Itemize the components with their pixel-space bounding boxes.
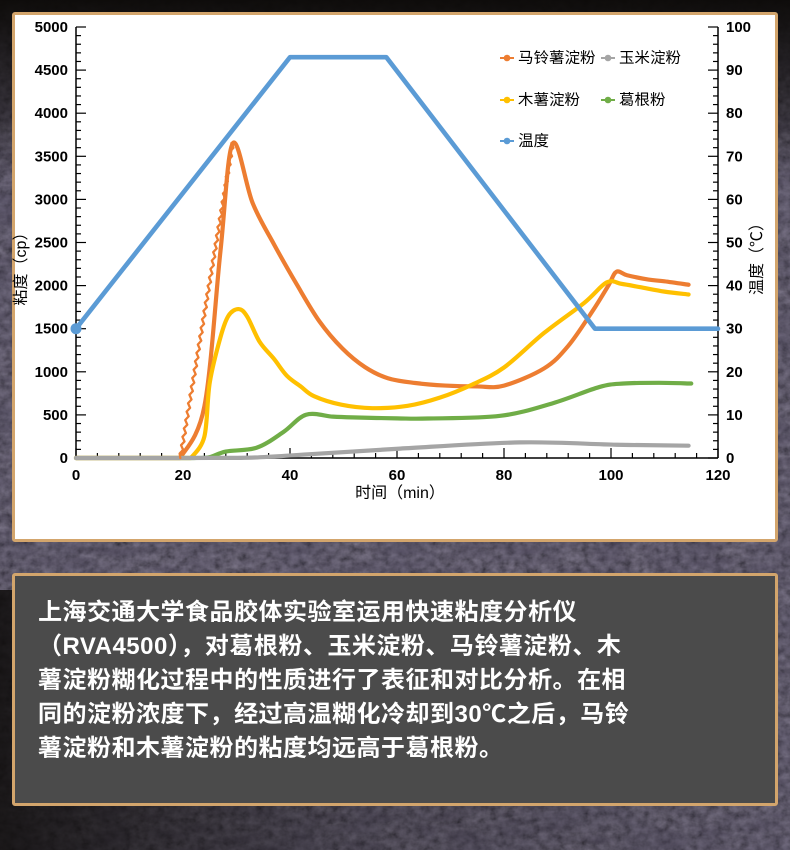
svg-text:20: 20: [726, 364, 743, 381]
svg-text:70: 70: [726, 148, 743, 165]
svg-text:500: 500: [43, 407, 68, 424]
svg-text:60: 60: [726, 191, 743, 208]
svg-text:葛根粉: 葛根粉: [619, 92, 666, 109]
svg-text:50: 50: [726, 235, 743, 252]
svg-text:0: 0: [726, 450, 734, 467]
svg-text:40: 40: [726, 278, 743, 295]
svg-text:4000: 4000: [35, 105, 68, 122]
svg-text:60: 60: [389, 467, 406, 484]
svg-text:40: 40: [282, 467, 299, 484]
svg-text:2500: 2500: [35, 235, 68, 252]
svg-text:120: 120: [705, 467, 730, 484]
svg-text:80: 80: [496, 467, 513, 484]
svg-text:3500: 3500: [35, 148, 68, 165]
svg-text:3000: 3000: [35, 191, 68, 208]
svg-text:0: 0: [60, 450, 68, 467]
svg-text:4500: 4500: [35, 62, 68, 79]
svg-text:2000: 2000: [35, 278, 68, 295]
svg-text:玉米淀粉: 玉米淀粉: [619, 49, 681, 67]
svg-text:100: 100: [598, 467, 623, 484]
svg-text:5000: 5000: [35, 19, 68, 36]
svg-text:90: 90: [726, 62, 743, 79]
svg-text:1000: 1000: [35, 364, 68, 381]
svg-text:10: 10: [726, 407, 743, 424]
svg-text:0: 0: [72, 467, 80, 484]
svg-text:木薯淀粉: 木薯淀粉: [518, 91, 580, 109]
svg-text:粘度（cp）: 粘度（cp）: [12, 225, 30, 306]
svg-text:80: 80: [726, 105, 743, 122]
svg-text:温度（℃）: 温度（℃）: [748, 215, 766, 295]
svg-text:20: 20: [175, 467, 192, 484]
svg-text:1500: 1500: [35, 321, 68, 338]
svg-text:马铃薯淀粉: 马铃薯淀粉: [518, 49, 596, 67]
svg-text:温度: 温度: [518, 133, 549, 150]
svg-text:时间（min）: 时间（min）: [355, 484, 445, 502]
svg-text:100: 100: [726, 19, 751, 36]
svg-text:30: 30: [726, 321, 743, 338]
